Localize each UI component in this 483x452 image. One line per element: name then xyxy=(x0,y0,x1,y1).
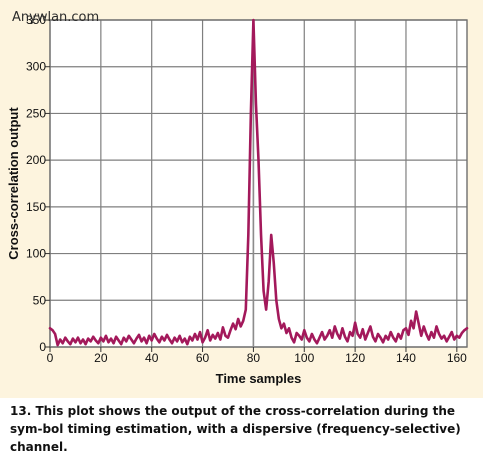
y-tick-label-250: 250 xyxy=(26,106,46,120)
y-tick-label-200: 200 xyxy=(26,153,46,167)
plot-frame xyxy=(49,19,468,348)
chart-panel: 0 20 40 60 80 100 120 140 160 0 50 100 150 200 250 300 3… xyxy=(0,0,483,398)
x-tick-label-120: 120 xyxy=(345,351,365,365)
cross-correlation-chart: 0 20 40 60 80 100 120 140 160 0 50 100 150 200 250 300 3… xyxy=(6,13,469,386)
y-tick-label-350: 350 xyxy=(26,13,46,27)
x-axis-label: Time samples xyxy=(216,371,302,386)
x-tick-label-60: 60 xyxy=(196,351,210,365)
y-tick-label-150: 150 xyxy=(26,200,46,214)
figure-caption: 13. This plot shows the output of the cr… xyxy=(10,402,477,452)
x-tick-label-20: 20 xyxy=(94,351,108,365)
tick-marks xyxy=(45,19,458,352)
caption-number: 13. xyxy=(10,404,32,418)
y-tick-label-100: 100 xyxy=(26,247,46,261)
x-tick-label-160: 160 xyxy=(447,351,467,365)
x-tick-label-80: 80 xyxy=(247,351,261,365)
cross-correlation-series-line xyxy=(48,18,469,347)
watermark: Anywlan.com xyxy=(12,10,100,25)
y-tick-label-50: 50 xyxy=(33,293,47,307)
x-tick-label-140: 140 xyxy=(396,351,416,365)
x-tick-label-100: 100 xyxy=(294,351,314,365)
x-tick-label-40: 40 xyxy=(145,351,159,365)
x-tick-label-0: 0 xyxy=(47,351,54,365)
y-tick-label-0: 0 xyxy=(39,340,46,354)
caption-text: This plot shows the output of the cross-… xyxy=(10,404,461,452)
y-tick-label-300: 300 xyxy=(26,60,46,74)
y-axis-label: Cross-correlation output xyxy=(6,107,21,260)
